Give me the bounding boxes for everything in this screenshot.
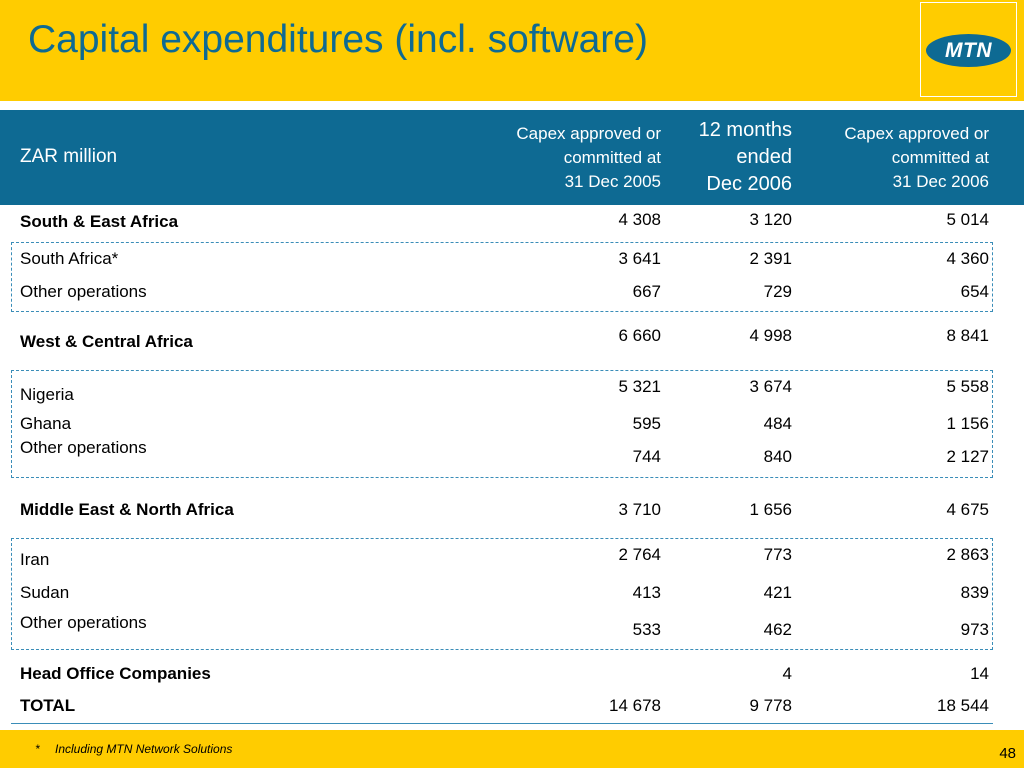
row-label: Other operations [20,613,147,632]
cell-value: 4 360 [946,249,989,268]
column-header-capex-2006: Capex approved or committed at 31 Dec 20… [844,122,989,194]
table-bottom-rule [11,723,993,724]
cell-value: 3 710 [618,500,661,519]
cell-value: 8 841 [946,326,989,345]
cell-value: 2 127 [946,447,989,466]
page-number: 48 [999,745,1016,762]
cell-value: 421 [763,583,792,602]
cell-value: 744 [632,447,661,466]
row-label: Middle East & North Africa [20,500,234,519]
mtn-logo: MTN [920,2,1017,97]
header-line: Dec 2006 [706,173,792,195]
cell-value: 840 [763,447,792,466]
row-label: Sudan [20,583,70,602]
cell-value: 14 [970,664,989,683]
cell-value: 18 544 [937,696,989,715]
header-line: committed at [563,148,661,167]
cell-value: 773 [763,545,792,564]
table-row-region: South & East Africa 4 308 3 120 5 014 [0,210,1024,238]
header-line: ended [736,146,792,168]
cell-value: 2 863 [946,545,989,564]
table-row: Other operations 744 840 2 127 [0,438,1024,466]
cell-value: 4 998 [749,326,792,345]
cell-value: 9 778 [749,696,792,715]
table-header: ZAR million Capex approved or committed … [0,110,1024,205]
cell-value: 413 [632,583,661,602]
cell-value: 595 [632,414,661,433]
cell-value: 5 558 [946,377,989,396]
table-row: Other operations 533 462 973 [0,613,1024,639]
group-box-south-east [11,242,993,312]
unit-label: ZAR million [20,146,118,167]
header-line: committed at [891,148,989,167]
cell-value: 1 656 [749,500,792,519]
table-row: Iran 2 764 773 2 863 [0,545,1024,576]
group-box-middle-east [11,538,993,650]
cell-value: 5 014 [946,210,989,229]
cell-value: 484 [763,414,792,433]
row-label: Head Office Companies [20,664,211,683]
column-header-capex-2005: Capex approved or committed at 31 Dec 20… [516,122,661,194]
cell-value: 839 [960,583,989,602]
header-band: Capital expenditures (incl. software) MT… [0,0,1024,101]
table-row: South Africa* 3 641 2 391 4 360 [0,249,1024,275]
table-row: Nigeria 5 321 3 674 5 558 [0,377,1024,411]
table-row: Ghana 595 484 1 156 [0,414,1024,440]
cell-value: 1 156 [946,414,989,433]
row-label: Other operations [20,438,147,457]
row-label: TOTAL [20,696,76,715]
logo-text: MTN [945,38,992,62]
header-line: Capex approved or [516,124,661,143]
table-row: Sudan 413 421 839 [0,583,1024,609]
cell-value: 4 675 [946,500,989,519]
row-label: South Africa* [20,249,119,268]
cell-value: 4 [782,664,792,683]
cell-value: 6 660 [618,326,661,345]
row-label: Iran [20,550,50,569]
cell-value: 973 [960,620,989,639]
row-label: Other operations [20,282,147,301]
footnote-text: Including MTN Network Solutions [55,742,233,756]
row-label: West & Central Africa [20,332,193,351]
cell-value: 3 120 [749,210,792,229]
cell-value: 462 [763,620,792,639]
page-title: Capital expenditures (incl. software) [28,18,648,61]
header-line: Capex approved or [844,124,989,143]
header-line: 31 Dec 2006 [892,172,989,191]
cell-value: 2 391 [749,249,792,268]
cell-value: 14 678 [609,696,661,715]
row-label: Nigeria [20,385,74,404]
row-label: South & East Africa [20,212,179,231]
logo-oval: MTN [926,34,1011,67]
cell-value: 2 764 [618,545,661,564]
cell-value: 654 [960,282,989,301]
table-row-region: West & Central Africa 6 660 4 998 8 841 [0,326,1024,358]
table-row-region: Middle East & North Africa 3 710 1 656 4… [0,500,1024,526]
cell-value: 533 [632,620,661,639]
cell-value: 667 [632,282,661,301]
header-line: 31 Dec 2005 [564,172,661,191]
column-header-12-months: 12 months ended Dec 2006 [699,117,792,198]
row-label: Ghana [20,414,72,433]
cell-value: 5 321 [618,377,661,396]
table-row-total: TOTAL 14 678 9 778 18 544 [0,696,1024,722]
table-row-region: Head Office Companies 4 14 [0,664,1024,690]
cell-value: 3 641 [618,249,661,268]
cell-value: 4 308 [618,210,661,229]
footer-band: * Including MTN Network Solutions 48 [0,730,1024,768]
group-box-west-central [11,370,993,478]
header-line: 12 months [698,119,792,141]
footnote-marker: * [35,742,40,756]
table-row: Other operations 667 729 654 [0,282,1024,308]
cell-value: 729 [763,282,792,301]
cell-value: 3 674 [749,377,792,396]
